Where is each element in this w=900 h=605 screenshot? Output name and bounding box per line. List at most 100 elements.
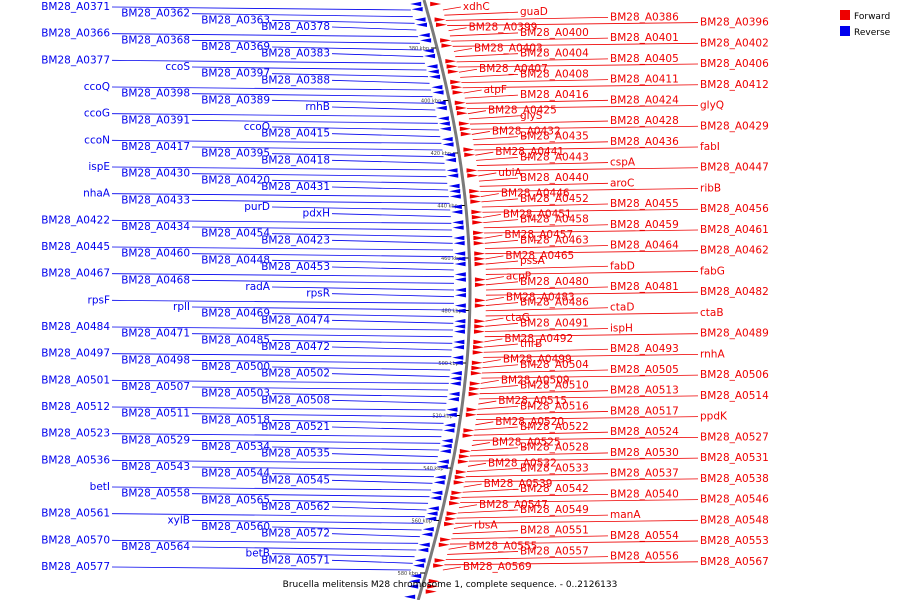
forward-gene-label: BM28_A0404 (520, 48, 589, 60)
label-leader-line (480, 188, 699, 192)
label-leader-line (111, 379, 449, 384)
label-leader-line (485, 312, 699, 317)
forward-gene-arrow (466, 407, 478, 412)
label-leader-line (475, 421, 494, 426)
reverse-gene-arrow (454, 277, 466, 282)
reverse-gene-label: BM28_A0418 (261, 154, 330, 166)
forward-gene-arrow (474, 319, 486, 324)
reverse-gene-label: ispE (88, 161, 110, 173)
chromosome-arc (416, 0, 472, 601)
reverse-gene-label: BM28_A0420 (201, 174, 270, 186)
forward-gene-arrow (471, 209, 483, 215)
reverse-gene-arrow (454, 256, 466, 261)
label-leader-line (111, 219, 452, 224)
label-leader-line (485, 307, 609, 312)
label-leader-line (191, 359, 451, 364)
reverse-gene-label: BM28_A0544 (201, 468, 270, 480)
reverse-gene-label: BM28_A0503 (201, 388, 270, 400)
reverse-gene-label: BM28_A0388 (261, 74, 330, 86)
reverse-gene-arrow (448, 183, 460, 189)
forward-gene-label: BM28_A0493 (610, 343, 679, 355)
label-leader-line (331, 346, 452, 351)
forward-gene-arrow (435, 22, 447, 27)
label-leader-line (331, 479, 433, 484)
reverse-gene-arrow (408, 579, 420, 584)
label-leader-line (483, 348, 609, 353)
forward-gene-arrow (454, 100, 466, 105)
forward-gene-label: BM28_A0517 (610, 405, 679, 417)
forward-gene-arrow (474, 282, 486, 287)
label-leader-line (476, 162, 609, 166)
reverse-gene-label: pdxH (303, 208, 330, 220)
label-leader-line (271, 99, 434, 104)
forward-gene-label: BM28_A0522 (520, 421, 589, 433)
label-leader-line (474, 146, 699, 151)
reverse-gene-arrow (421, 532, 433, 537)
label-leader-line (478, 400, 497, 405)
reverse-gene-label: ccoS (165, 61, 190, 73)
reverse-gene-label: BM28_A0430 (121, 168, 190, 180)
forward-gene-label: BM28_A0429 (700, 120, 769, 132)
label-leader-line (271, 19, 415, 24)
reverse-gene-label: BM28_A0518 (201, 414, 270, 426)
label-leader-line (331, 186, 449, 191)
label-leader-line (481, 198, 519, 203)
label-leader-line (191, 386, 449, 391)
reverse-gene-arrow (435, 105, 447, 111)
label-leader-line (331, 506, 427, 511)
forward-gene-arrow (456, 111, 468, 116)
reverse-gene-arrow (452, 225, 464, 230)
reverse-gene-label: BM28_A0508 (261, 394, 330, 406)
forward-gene-arrow (455, 469, 467, 475)
legend-forward-label: Forward (854, 12, 890, 22)
label-leader-line (476, 416, 699, 421)
forward-gene-label: BM28_A0515 (498, 395, 567, 407)
forward-gene-label: BM28_A0551 (520, 525, 589, 537)
label-leader-line (473, 431, 609, 436)
reverse-gene-label: BM28_A0423 (261, 234, 330, 246)
reverse-gene-arrow (448, 391, 460, 397)
label-leader-line (460, 499, 699, 503)
forward-gene-arrow (450, 495, 462, 501)
label-leader-line (191, 413, 445, 418)
reverse-gene-arrow (436, 464, 448, 469)
forward-gene-label: BM28_A0402 (700, 37, 769, 49)
label-leader-line (444, 11, 519, 16)
forward-gene-label: BM28_A0464 (610, 240, 679, 252)
label-leader-line (465, 473, 609, 478)
label-leader-line (483, 354, 699, 358)
forward-gene-label: BM28_A0462 (700, 245, 769, 257)
forward-gene-label: BM28_A0556 (610, 551, 679, 563)
reverse-gene-label: xylB (167, 514, 190, 526)
label-leader-line (331, 266, 454, 271)
forward-gene-arrow (434, 17, 446, 22)
label-leader-line (471, 131, 490, 135)
legend: Forward Reverse (840, 10, 891, 38)
reverse-gene-label: BM28_A0497 (41, 348, 110, 360)
reverse-gene-label: BM28_A0511 (121, 408, 190, 420)
forward-gene-label: BM28_A0537 (610, 468, 679, 480)
reverse-gene-label: BM28_A0389 (201, 94, 270, 106)
tick-label: 540 kbp (423, 466, 443, 472)
label-leader-line (473, 141, 609, 146)
reverse-gene-arrow (426, 511, 438, 516)
label-leader-line (331, 239, 453, 244)
forward-gene-arrow (469, 189, 481, 194)
forward-gene-label: guaD (520, 6, 548, 18)
label-leader-line (457, 509, 519, 514)
reverse-gene-arrow (417, 547, 429, 553)
legend-reverse-swatch (840, 26, 850, 36)
label-leader-line (271, 73, 429, 78)
label-leader-line (478, 172, 497, 177)
forward-gene-label: BM28_A0440 (520, 172, 589, 184)
label-leader-line (271, 553, 415, 558)
label-leader-line (111, 353, 452, 358)
forward-gene-label: BM28_A0539 (484, 478, 553, 490)
reverse-gene-label: BM28_A0529 (121, 434, 190, 446)
forward-gene-label: BM28_A0482 (700, 286, 769, 298)
forward-gene-arrow (449, 501, 461, 506)
reverse-gene-arrow (454, 324, 466, 329)
forward-gene-label: cspA (610, 157, 636, 169)
reverse-gene-arrow (454, 251, 466, 256)
